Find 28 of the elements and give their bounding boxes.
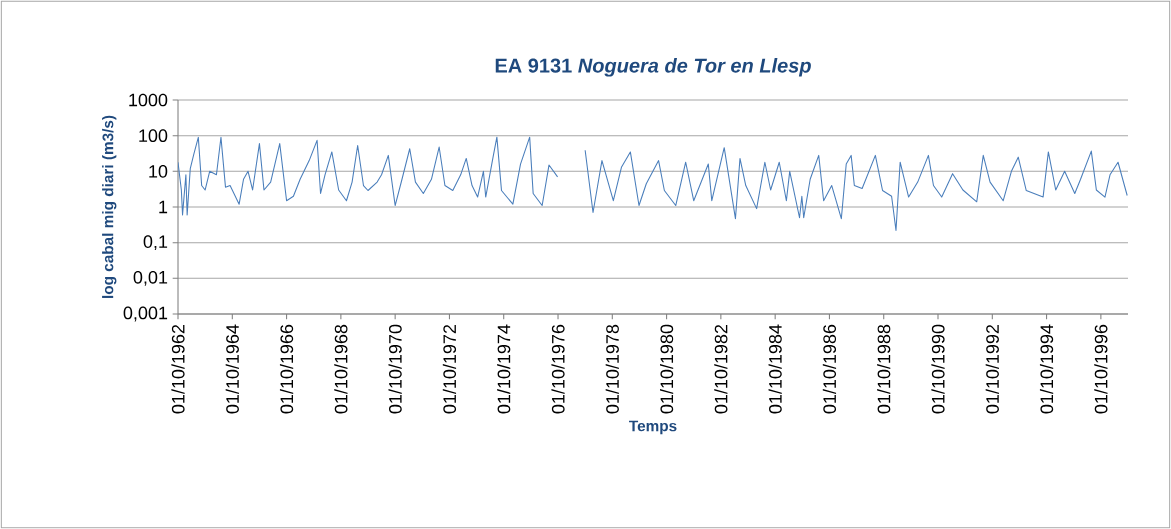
x-tick-label: 01/10/1974 <box>497 324 511 414</box>
x-tick-label: 01/10/1962 <box>171 324 185 414</box>
x-tick-label: 01/10/1990 <box>931 324 945 414</box>
x-axis-title: Temps <box>629 420 677 435</box>
x-tick-label: 01/10/1986 <box>822 324 837 414</box>
x-tick-label: 01/10/1996 <box>1094 324 1108 414</box>
x-tick-label: 01/10/1980 <box>659 324 674 414</box>
y-tick-label: 0,001 <box>123 306 168 322</box>
x-tick-label: 01/10/1970 <box>388 324 402 414</box>
x-tick-label: 01/10/1976 <box>551 324 565 414</box>
y-tick-label: 0,01 <box>133 270 168 286</box>
x-tick-label: 01/10/1978 <box>605 324 619 414</box>
x-tick-label: 01/10/1968 <box>334 324 348 414</box>
y-tick-label: 1000 <box>129 93 168 107</box>
y-tick-label: 100 <box>139 129 168 143</box>
x-tick-label: 01/10/1966 <box>279 324 294 414</box>
x-tick-label: 01/10/1994 <box>1039 324 1054 414</box>
y-tick-label: 10 <box>149 164 168 178</box>
x-tick-label: 01/10/1964 <box>225 324 239 414</box>
y-axis-title: log cabal mig diari (m3/s) <box>102 115 117 298</box>
x-tick-label: 01/10/1988 <box>877 324 891 414</box>
x-tick-label: 01/10/1984 <box>768 324 782 414</box>
x-tick-label: 01/10/1982 <box>714 324 728 414</box>
y-tick-label: 0,1 <box>143 235 168 251</box>
x-tick-label: 01/10/1992 <box>985 324 999 414</box>
y-tick-label: 1 <box>159 200 168 214</box>
chart-title: EA 9131 Noguera de Tor en Llesp <box>495 57 811 77</box>
x-tick-label: 01/10/1972 <box>442 324 457 414</box>
